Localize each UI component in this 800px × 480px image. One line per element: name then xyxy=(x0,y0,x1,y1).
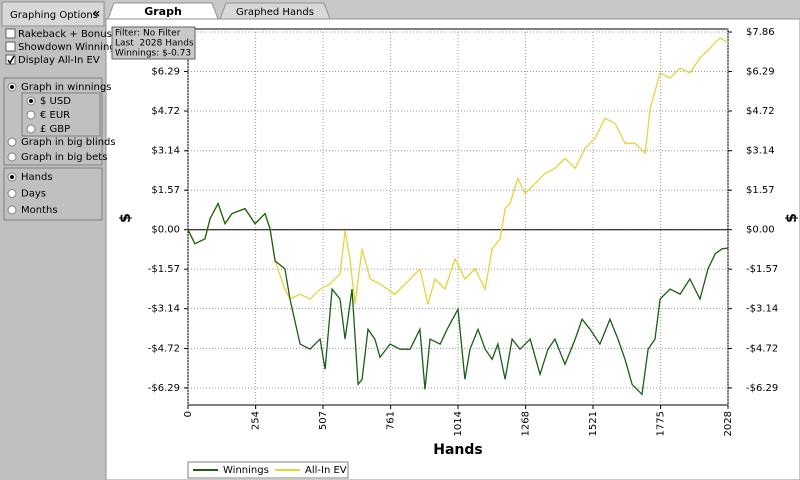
tab-label[interactable]: Graph xyxy=(144,5,182,18)
radio-label[interactable]: Days xyxy=(21,189,46,200)
y-tick-label: -$4.72 xyxy=(148,343,180,354)
radio[interactable] xyxy=(7,137,17,147)
legend-box xyxy=(187,461,349,479)
series-line xyxy=(187,201,729,396)
radio-label[interactable]: Graph in big blinds xyxy=(21,137,116,148)
y-tick-label: $6.29 xyxy=(151,67,180,78)
y2-tick-label: $1.57 xyxy=(746,185,775,196)
x-tick-label: 1775 xyxy=(656,411,667,436)
y2-tick-label: $0.00 xyxy=(746,225,775,236)
radio[interactable] xyxy=(26,110,36,120)
radio[interactable] xyxy=(7,152,17,162)
radio-dot xyxy=(10,175,14,179)
checkbox-label[interactable]: Showdown Winnings xyxy=(18,42,121,53)
radio-dot xyxy=(10,85,14,89)
radio-label[interactable]: € EUR xyxy=(40,110,70,121)
x-tick-label: 507 xyxy=(318,411,329,430)
x-tick-label: 1268 xyxy=(521,411,532,436)
y-tick-label: $1.57 xyxy=(151,185,180,196)
tab[interactable] xyxy=(219,2,331,20)
collapse-button[interactable]: « xyxy=(92,7,100,22)
radio-label[interactable]: Graph in big bets xyxy=(21,152,107,163)
mode-group xyxy=(3,77,103,166)
x-tick-label: 761 xyxy=(386,411,397,430)
sidebar-title: Graphing Options xyxy=(10,10,98,21)
filter-line: Winnings: $-0.73 xyxy=(115,49,191,59)
legend-label: All-In EV xyxy=(305,465,347,476)
y2-tick-label: $7.86 xyxy=(746,27,775,38)
tab-label[interactable]: Graphed Hands xyxy=(236,7,314,18)
checkbox[interactable] xyxy=(5,28,16,39)
y2-tick-label: -$6.29 xyxy=(746,383,778,394)
checkbox[interactable] xyxy=(5,54,16,65)
y2-axis-label: $ xyxy=(784,213,800,223)
check-mark xyxy=(7,55,15,65)
radio[interactable] xyxy=(7,205,17,215)
filter-box xyxy=(111,26,196,60)
tab[interactable] xyxy=(107,2,219,20)
radio-label[interactable]: Graph in winnings xyxy=(21,82,111,93)
y-tick-label: -$6.29 xyxy=(148,383,180,394)
radio[interactable] xyxy=(26,124,36,134)
y2-tick-label: $4.72 xyxy=(746,106,775,117)
filter-line: Last 2028 Hands xyxy=(115,39,194,49)
y-axis-label: $ xyxy=(118,213,134,223)
radio-label[interactable]: £ GBP xyxy=(40,124,70,135)
legend-label: Winnings xyxy=(223,465,269,476)
y-tick-label: $3.14 xyxy=(151,146,180,157)
x-tick-label: 1521 xyxy=(588,411,599,436)
y-tick-label: $0.00 xyxy=(151,225,180,236)
plot-area xyxy=(187,28,729,406)
y2-tick-label: $3.14 xyxy=(746,146,775,157)
y-tick-label: -$1.57 xyxy=(148,264,180,275)
currency-group xyxy=(21,92,101,137)
radio-label[interactable]: Hands xyxy=(21,172,53,183)
x-tick-label: 2028 xyxy=(723,411,734,436)
y-tick-label: $4.72 xyxy=(151,106,180,117)
sidebar-header xyxy=(1,1,105,27)
x-tick-label: 1014 xyxy=(453,411,464,436)
filter-line: Filter: No Filter xyxy=(115,29,181,39)
y2-tick-label: -$3.14 xyxy=(746,304,778,315)
sidebar-bg xyxy=(0,0,106,480)
radio-label[interactable]: Months xyxy=(21,205,58,216)
unit-group xyxy=(3,167,103,221)
checkbox-label[interactable]: Rakeback + Bonuses xyxy=(18,29,123,40)
y2-tick-label: $6.29 xyxy=(746,67,775,78)
radio[interactable] xyxy=(7,189,17,198)
checkbox[interactable] xyxy=(5,41,16,52)
checkbox-label[interactable]: Display All-In EV xyxy=(18,55,100,66)
y2-tick-label: -$4.72 xyxy=(746,343,778,354)
x-tick-label: 0 xyxy=(183,411,194,417)
x-tick-label: 254 xyxy=(251,411,262,430)
radio-dot xyxy=(29,99,33,103)
radio-label[interactable]: $ USD xyxy=(40,96,71,107)
y-tick-label: -$3.14 xyxy=(148,304,180,315)
y2-tick-label: -$1.57 xyxy=(746,264,778,275)
x-axis-label: Hands xyxy=(433,442,483,458)
